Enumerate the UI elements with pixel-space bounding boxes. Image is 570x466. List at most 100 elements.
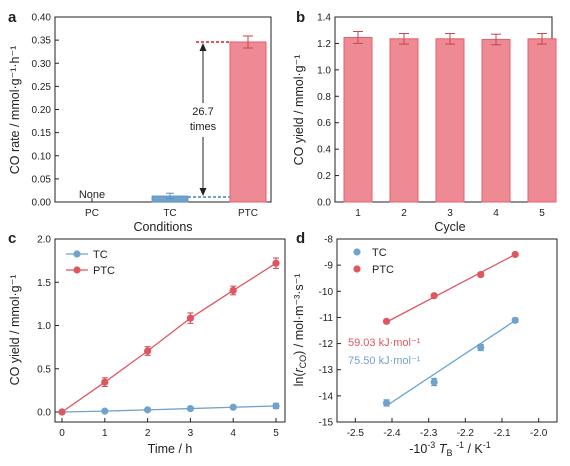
panel-a-xlabel: Conditions xyxy=(133,220,192,234)
panel-a-ylabel: CO rate / mmol·g⁻¹·h⁻¹ xyxy=(8,46,22,175)
ratio-unit: times xyxy=(190,121,217,133)
bar-cycle-2 xyxy=(389,38,419,203)
panel-d-frame xyxy=(336,238,558,423)
panel-b-xlabel: Cycle xyxy=(434,220,465,234)
ratio-arrow-head-down xyxy=(199,188,207,196)
panel-b-ytick-label: 1.4 xyxy=(317,13,331,24)
panel-a-ytick-label: 0.05 xyxy=(32,174,52,185)
panel-c-xtick-label: 4 xyxy=(230,428,236,439)
legend-label-tc: TC xyxy=(93,249,108,261)
panel-b-xtick-label: 1 xyxy=(355,208,361,219)
panel-d-xtick-label: -2.1 xyxy=(493,428,511,439)
legend-label-ptc: PTC xyxy=(93,265,115,277)
point-ptc xyxy=(477,270,485,279)
panel-a-ytick-label: 0.40 xyxy=(32,13,52,24)
panel-c-xtick-label: 5 xyxy=(273,428,279,439)
panel-d-ytick-label: -11 xyxy=(319,313,333,324)
panel-c-ytick-label: 1.5 xyxy=(37,278,51,289)
panel-label-b: b xyxy=(296,9,305,26)
panel-b-ytick-label: 0.8 xyxy=(317,92,331,103)
point-tc xyxy=(382,399,391,407)
panel-a-ytick-label: 0.20 xyxy=(32,105,52,116)
panel-c-xtick-label: 3 xyxy=(188,428,194,439)
panel-d-xtick-label: -2.5 xyxy=(347,428,365,439)
panel-d-xtick-label: -2.0 xyxy=(530,428,548,439)
panel-c-xtick-label: 1 xyxy=(102,428,108,439)
point-ptc xyxy=(58,408,66,416)
panel-c-frame xyxy=(54,238,286,423)
legend-label-ptc: PTC xyxy=(372,264,394,276)
point-ptc xyxy=(144,347,152,355)
point-ptc xyxy=(430,292,438,300)
panel-d-ytick-label: -13 xyxy=(319,365,334,376)
point-ptc xyxy=(272,259,280,267)
panel-b-ytick-label: 0.2 xyxy=(317,171,331,182)
panel-a-ytick-label: 0.25 xyxy=(32,82,52,93)
panel-b-xtick-label: 4 xyxy=(493,208,499,219)
legend-label-tc: TC xyxy=(372,247,387,259)
point-ptc xyxy=(382,317,391,325)
legend-marker-ptc xyxy=(353,265,361,273)
panel-d-xtick-label: -2.2 xyxy=(457,428,475,439)
panel-c-ytick-label: 2.0 xyxy=(37,235,51,246)
point-ptc xyxy=(229,286,237,295)
panel-d-ytick-label: -14 xyxy=(319,391,334,402)
fit-line-tc xyxy=(386,320,516,407)
panel-d-ytick-label: -12 xyxy=(319,339,334,350)
panel-a-none-label: None xyxy=(79,189,105,201)
panel-a-ytick-label: 0.15 xyxy=(32,128,52,139)
point-tc xyxy=(272,402,280,410)
panel-c-ylabel: CO yield / mmol·g⁻¹ xyxy=(8,275,22,386)
point-tc xyxy=(186,404,194,413)
line-ptc xyxy=(61,262,277,413)
panel-d-ytick-label: -10 xyxy=(319,287,334,298)
energy-label-tc: 75.50 kJ·mol⁻¹ xyxy=(348,355,421,367)
panel-b-xtick-label: 3 xyxy=(447,208,453,219)
ratio-value: 26.7 xyxy=(192,106,213,118)
panel-a-ytick-label: 0.00 xyxy=(32,198,52,209)
bar-cycle-4 xyxy=(481,38,511,203)
panel-a-xtick-label: PTC xyxy=(238,208,258,219)
panel-b-ytick-label: 0.4 xyxy=(317,145,331,156)
legend-marker-tc xyxy=(73,250,81,258)
bar-ptc xyxy=(229,41,267,203)
point-tc xyxy=(101,407,109,415)
point-tc xyxy=(511,316,519,324)
panel-b-xtick-label: 2 xyxy=(401,208,407,219)
panel-b-ytick-label: 0.0 xyxy=(317,198,331,209)
point-tc xyxy=(229,403,237,411)
panel-b-xtick-label: 5 xyxy=(539,208,545,219)
panel-label-a: a xyxy=(8,9,17,26)
point-ptc xyxy=(511,250,519,259)
panel-a-ytick-label: 0.10 xyxy=(32,151,52,162)
panel-label-d: d xyxy=(296,230,305,247)
panel-d-xtick-label: -2.4 xyxy=(383,428,401,439)
ratio-arrow-head-up xyxy=(199,42,207,51)
panel-b-ytick-label: 1.0 xyxy=(317,65,331,76)
panel-a-ytick-label: 0.30 xyxy=(32,59,52,70)
panel-d-ylabel: ln(rCO) / mol·m⁻³·s⁻¹ xyxy=(292,274,308,387)
panel-c-xtick-label: 0 xyxy=(59,428,65,439)
legend-marker-ptc xyxy=(73,266,81,274)
point-ptc xyxy=(186,314,194,322)
panel-d-ytick-label: -9 xyxy=(324,261,333,272)
bar-cycle-1 xyxy=(343,36,373,203)
panel-b-ylabel: CO yield / mmol·g⁻¹ xyxy=(292,55,306,166)
point-tc xyxy=(477,343,485,352)
panel-a-xtick-label: TC xyxy=(163,208,176,219)
panel-d-xlabel: -10-3 TB -1 / K-1 xyxy=(409,440,491,458)
point-tc xyxy=(430,378,438,386)
panel-b-ytick-label: 1.2 xyxy=(317,39,331,50)
point-ptc xyxy=(101,378,109,386)
bar-cycle-5 xyxy=(527,38,557,203)
panel-c-ytick-label: 1.0 xyxy=(37,321,51,332)
bar-cycle-3 xyxy=(435,38,465,203)
fit-line-ptc xyxy=(386,253,516,323)
panel-c-ytick-label: 0.0 xyxy=(37,408,51,419)
point-tc xyxy=(144,406,152,414)
panel-a-xtick-label: PC xyxy=(85,208,99,219)
panel-d-ytick-label: -15 xyxy=(319,418,334,429)
panel-c-ytick-label: 0.5 xyxy=(37,364,51,375)
panel-label-c: c xyxy=(8,230,16,247)
